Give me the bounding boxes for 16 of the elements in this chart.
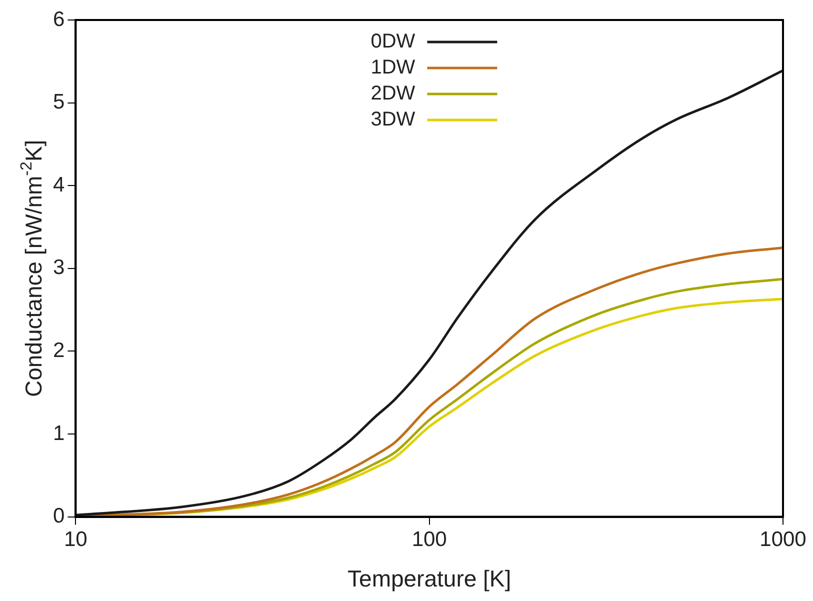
x-tick-label: 1000 <box>760 528 806 552</box>
y-tick-label: 6 <box>52 8 65 31</box>
legend-label: 3DW <box>370 108 416 131</box>
legend-label: 0DW <box>370 30 416 53</box>
y-tick-label: 1 <box>52 422 65 445</box>
y-tick-label: 5 <box>52 90 65 114</box>
y-tick-label: 0 <box>52 504 65 528</box>
y-axis-title: Conductance [nW/nm-2K] <box>17 140 46 397</box>
y-tick-label: 2 <box>52 338 65 362</box>
x-axis-title: Temperature [K] <box>348 565 512 592</box>
y-tick-label: 4 <box>52 173 65 196</box>
x-tick-label: 10 <box>64 528 88 552</box>
legend-label: 1DW <box>370 56 416 79</box>
y-tick-label: 3 <box>52 256 65 280</box>
legend-label: 2DW <box>370 82 416 105</box>
x-tick-label: 100 <box>412 528 447 552</box>
